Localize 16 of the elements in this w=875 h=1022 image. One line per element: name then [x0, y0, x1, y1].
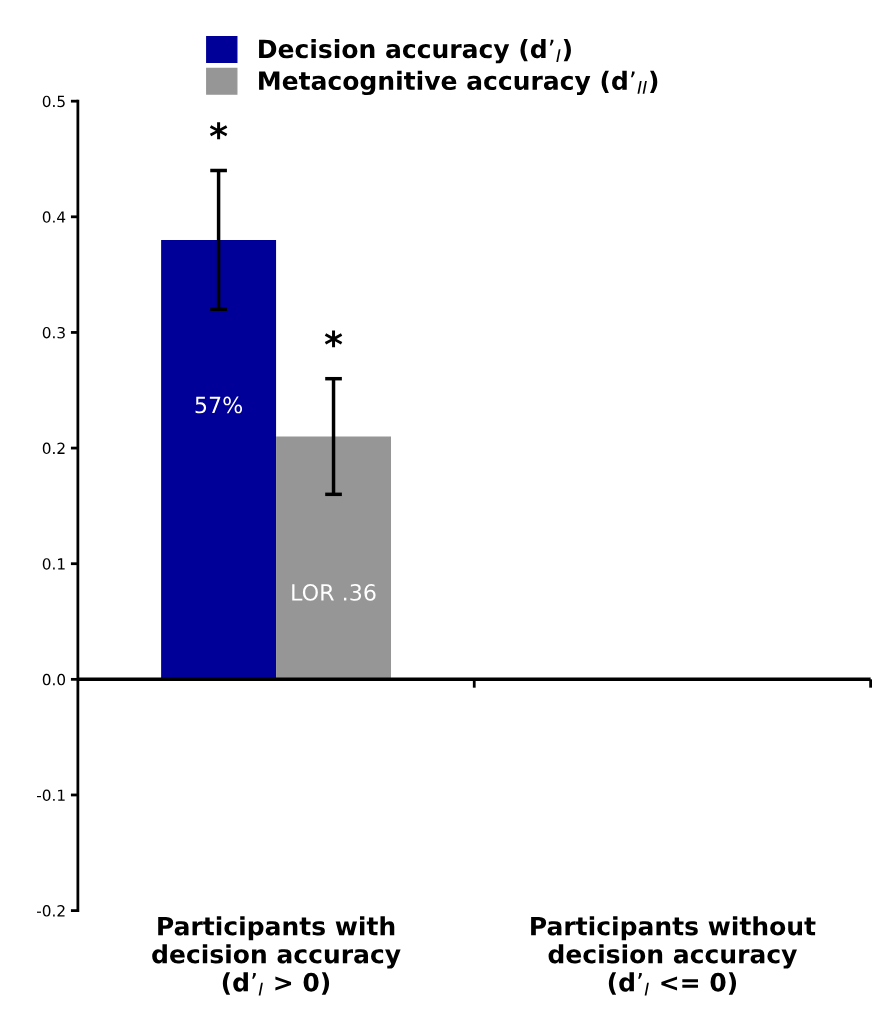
annotation: * [209, 122, 228, 140]
legend-label: Decision accuracy (d’$_{I}$) [259, 38, 571, 64]
x-tick-label: Participants without decision accuracy (d’$_{I}$ <= 0) [531, 916, 816, 996]
y-tick-label: 0.4 [42, 211, 66, 223]
x-tick-label: Participants with decision accuracy (d’$_{I}$ > 0) [152, 916, 401, 996]
annotation: * [324, 330, 343, 348]
y-tick-label: 0.2 [42, 442, 65, 455]
y-tick-label: -0.1 [37, 789, 65, 801]
legend-label: Metacognitive accuracy (d’$_{II}$) [259, 70, 658, 96]
y-tick-label: 0.5 [42, 95, 65, 108]
annotation: LOR .36 [292, 583, 376, 601]
y-tick-label: -0.2 [37, 905, 65, 917]
annotation: 57% [195, 396, 243, 414]
y-tick-label: 0.0 [42, 673, 66, 686]
y-tick-label: 0.3 [42, 326, 65, 339]
y-tick-label: 0.1 [42, 558, 65, 570]
